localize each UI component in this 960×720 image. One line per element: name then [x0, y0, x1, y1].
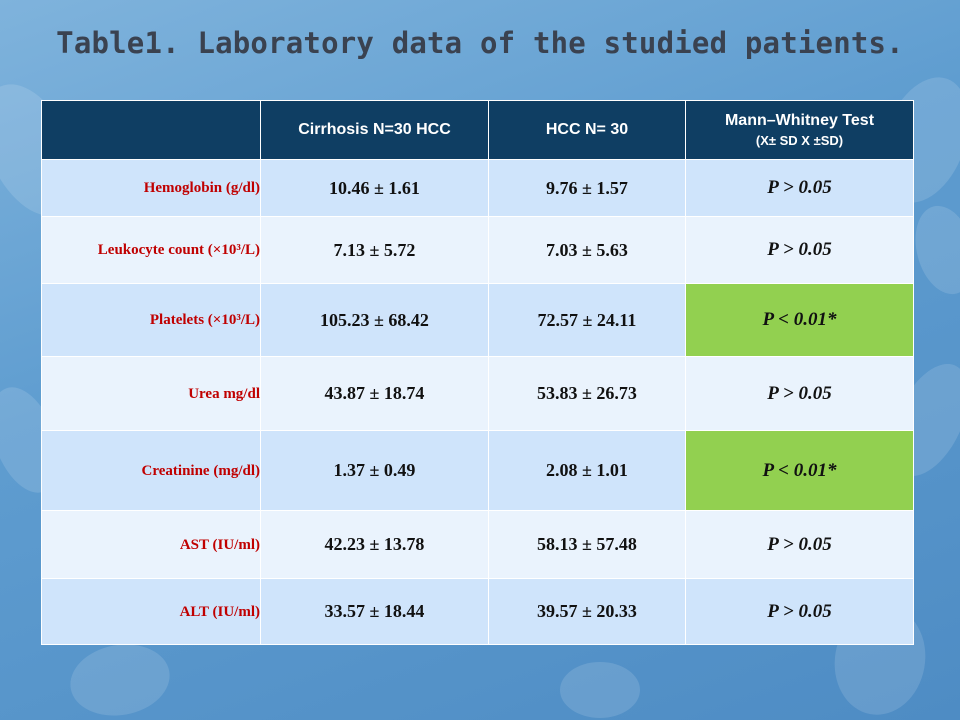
- p-value-significant: P < 0.01*: [685, 283, 914, 357]
- table-row: Creatinine (mg/dl) 1.37 ± 0.49 2.08 ± 1.…: [41, 430, 914, 511]
- page-title: Table1. Laboratory data of the studied p…: [56, 26, 904, 60]
- header-test-label: Mann–Whitney Test: [724, 112, 875, 129]
- hcc-value: 39.57 ± 20.33: [488, 578, 686, 645]
- header-cell-cirrhosis: Cirrhosis N=30 HCC: [260, 100, 489, 160]
- row-label: AST (IU/ml): [41, 510, 261, 579]
- p-value: P > 0.05: [685, 159, 914, 217]
- p-value: P > 0.05: [685, 356, 914, 431]
- p-value: P > 0.05: [685, 216, 914, 284]
- p-value: P > 0.05: [685, 578, 914, 645]
- row-label: Hemoglobin (g/dl): [41, 159, 261, 217]
- laboratory-data-table: Cirrhosis N=30 HCC HCC N= 30 Mann–Whitne…: [41, 100, 914, 645]
- p-value: P > 0.05: [685, 510, 914, 579]
- row-label: Platelets (×10³/L): [41, 283, 261, 357]
- hcc-value: 7.03 ± 5.63: [488, 216, 686, 284]
- table-row: Leukocyte count (×10³/L) 7.13 ± 5.72 7.0…: [41, 216, 914, 284]
- hcc-value: 53.83 ± 26.73: [488, 356, 686, 431]
- cirrhosis-value: 43.87 ± 18.74: [260, 356, 489, 431]
- row-label: Urea mg/dl: [41, 356, 261, 431]
- cirrhosis-value: 105.23 ± 68.42: [260, 283, 489, 357]
- header-hcc-label: HCC N= 30: [545, 121, 629, 138]
- header-cell-test: Mann–Whitney Test (X± SD X ±SD): [685, 100, 914, 160]
- table-row: Platelets (×10³/L) 105.23 ± 68.42 72.57 …: [41, 283, 914, 357]
- row-label: Creatinine (mg/dl): [41, 430, 261, 511]
- row-label: Leukocyte count (×10³/L): [41, 216, 261, 284]
- p-value-significant: P < 0.01*: [685, 430, 914, 511]
- cirrhosis-value: 7.13 ± 5.72: [260, 216, 489, 284]
- table-row: ALT (IU/ml) 33.57 ± 18.44 39.57 ± 20.33 …: [41, 578, 914, 645]
- table-header-row: Cirrhosis N=30 HCC HCC N= 30 Mann–Whitne…: [41, 100, 914, 160]
- row-label: ALT (IU/ml): [41, 578, 261, 645]
- header-test-sublabel: (X± SD X ±SD): [755, 133, 844, 148]
- header-cell-hcc: HCC N= 30: [488, 100, 686, 160]
- table-row: Hemoglobin (g/dl) 10.46 ± 1.61 9.76 ± 1.…: [41, 159, 914, 217]
- hcc-value: 72.57 ± 24.11: [488, 283, 686, 357]
- hcc-value: 9.76 ± 1.57: [488, 159, 686, 217]
- hcc-value: 58.13 ± 57.48: [488, 510, 686, 579]
- header-cirrhosis-label: Cirrhosis N=30 HCC: [298, 121, 451, 138]
- cirrhosis-value: 33.57 ± 18.44: [260, 578, 489, 645]
- header-cell-blank: [41, 100, 261, 160]
- table-row: Urea mg/dl 43.87 ± 18.74 53.83 ± 26.73 P…: [41, 356, 914, 431]
- hcc-value: 2.08 ± 1.01: [488, 430, 686, 511]
- cirrhosis-value: 42.23 ± 13.78: [260, 510, 489, 579]
- table-row: AST (IU/ml) 42.23 ± 13.78 58.13 ± 57.48 …: [41, 510, 914, 579]
- cirrhosis-value: 10.46 ± 1.61: [260, 159, 489, 217]
- cirrhosis-value: 1.37 ± 0.49: [260, 430, 489, 511]
